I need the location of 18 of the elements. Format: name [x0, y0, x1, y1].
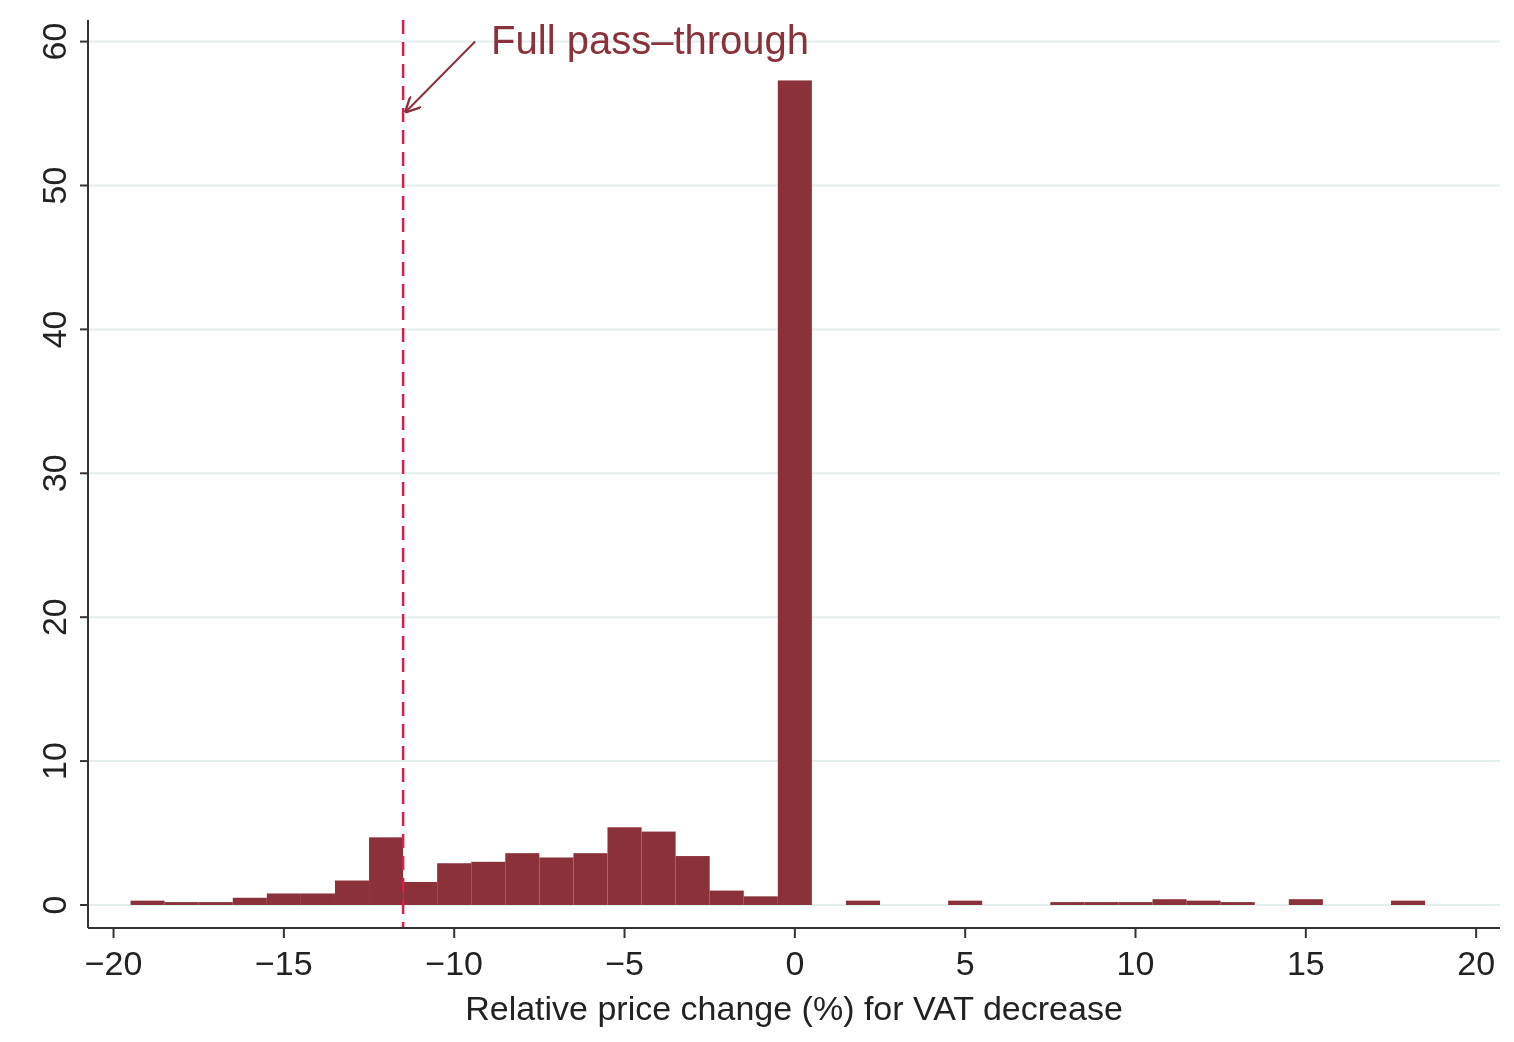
y-tick-label: 10: [35, 742, 73, 780]
x-tick-label: 15: [1286, 944, 1325, 982]
x-tick-label: 10: [1116, 944, 1155, 982]
x-axis-title: Relative price change (%) for VAT decrease: [465, 989, 1123, 1027]
y-tick-label: 30: [35, 454, 73, 493]
x-tick-label: 20: [1457, 944, 1496, 982]
y-tick-label: 60: [35, 22, 73, 61]
y-tick-label: 50: [35, 166, 73, 205]
x-tick-label: 0: [785, 944, 805, 982]
y-tick-label: 0: [35, 895, 73, 915]
x-tick-label: −15: [255, 944, 313, 982]
y-tick-label: 20: [35, 598, 73, 637]
annotation: Full pass–through: [491, 17, 810, 62]
x-tick-label: −10: [425, 944, 484, 982]
y-tick-label: 40: [35, 310, 73, 349]
x-tick-label: 5: [955, 944, 975, 982]
x-tick-label: −20: [84, 944, 143, 982]
x-tick-label: −5: [605, 944, 644, 982]
